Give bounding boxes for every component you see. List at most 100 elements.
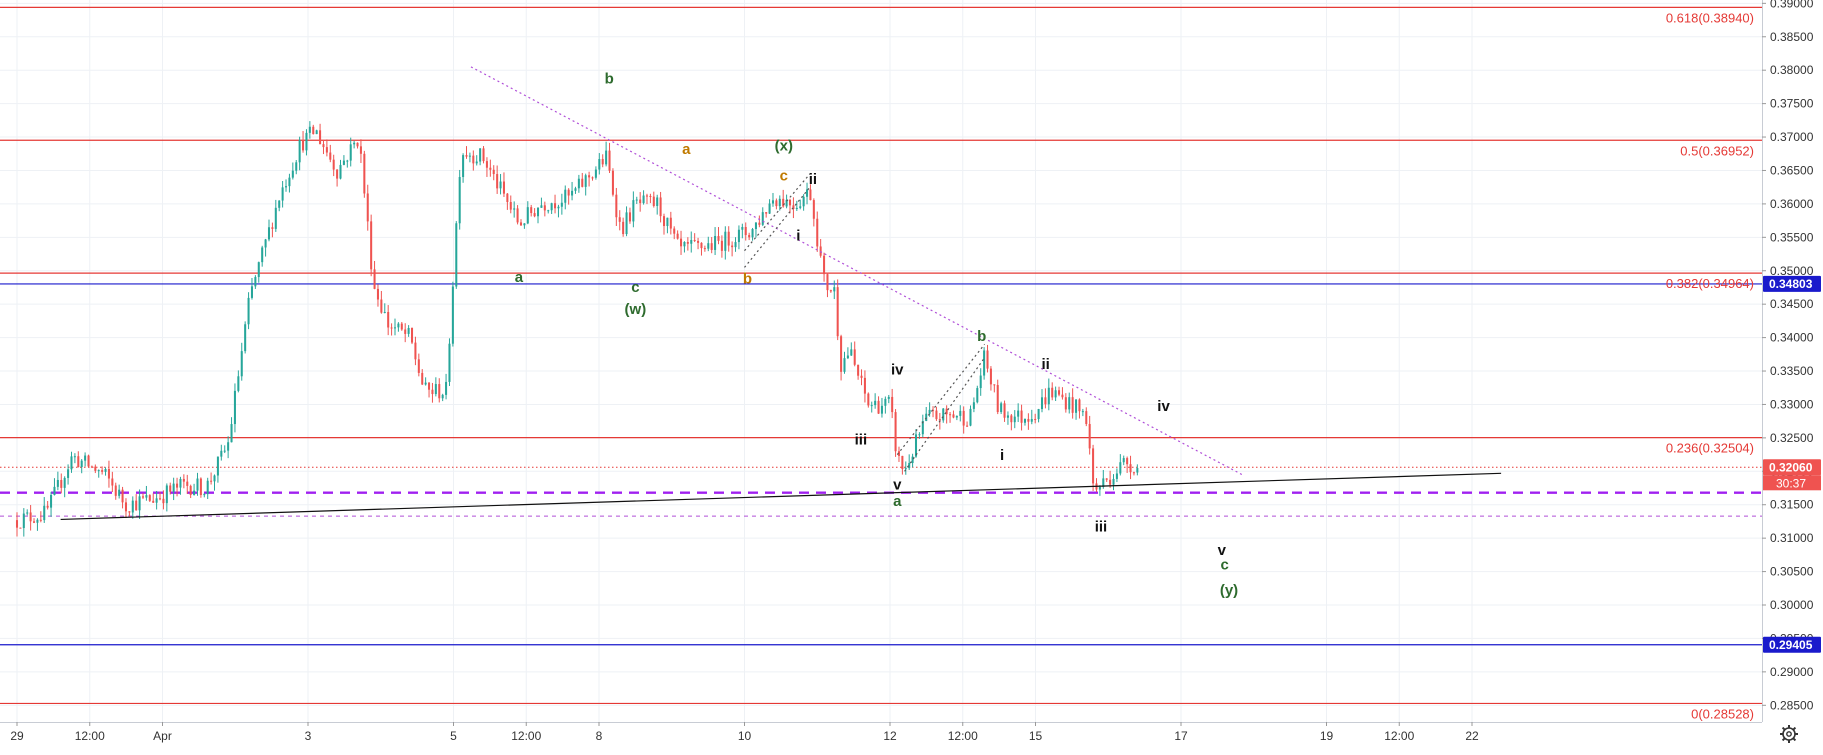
candle: [445, 373, 448, 400]
candle-body: [155, 498, 158, 503]
candle-body: [128, 511, 131, 513]
candle-body: [397, 323, 400, 328]
candle-body: [60, 479, 63, 488]
candle-body: [826, 274, 829, 291]
candle-body: [823, 255, 826, 275]
candle: [332, 154, 335, 177]
candle-body: [1027, 418, 1030, 422]
candle-body: [523, 223, 526, 226]
candle: [431, 382, 434, 403]
candle: [557, 204, 560, 218]
candle-body: [67, 469, 70, 478]
candle-body: [533, 213, 536, 217]
candle: [274, 199, 277, 232]
wave-label: b: [605, 71, 614, 88]
candle: [278, 200, 281, 212]
axis-corner[interactable]: [1762, 722, 1823, 750]
grid: [0, 0, 1762, 722]
candle: [502, 172, 505, 197]
candle: [1023, 418, 1026, 426]
candle: [67, 464, 70, 485]
candle-body: [547, 210, 550, 212]
candle: [666, 217, 669, 234]
candle-body: [782, 198, 785, 207]
candle: [1075, 399, 1078, 420]
candle-body: [608, 150, 611, 171]
candle-body: [703, 248, 706, 250]
candle-body: [1068, 397, 1071, 410]
candle: [465, 146, 468, 159]
candle-body: [485, 161, 488, 168]
candle-body: [880, 405, 883, 414]
gear-icon[interactable]: [1780, 725, 1798, 743]
candle: [993, 384, 996, 393]
candle-body: [475, 161, 478, 164]
time-tick-label: 12:00: [75, 729, 105, 743]
candle-body: [1102, 478, 1105, 487]
candle-body: [240, 351, 243, 377]
candle-body: [836, 287, 839, 337]
candle: [775, 198, 778, 210]
candle: [577, 174, 580, 193]
candle-body: [472, 155, 475, 164]
candle-body: [1023, 418, 1026, 423]
candle-body: [257, 262, 260, 278]
candle: [1129, 455, 1132, 480]
candle: [390, 323, 393, 336]
candle-body: [305, 132, 308, 151]
candle-body: [189, 485, 192, 495]
candle-body: [1047, 387, 1050, 405]
candle-body: [768, 203, 771, 214]
candle-body: [761, 212, 764, 225]
candle-body: [829, 290, 832, 292]
price-axis[interactable]: 0.285000.290000.295000.300000.305000.310…: [1762, 0, 1823, 750]
fib-level-label: 0.618(0.38940): [1666, 10, 1754, 25]
candle-body: [812, 200, 815, 219]
candle: [547, 209, 550, 214]
candle: [530, 204, 533, 217]
candle: [778, 195, 781, 211]
candle: [499, 173, 502, 195]
candle-body: [550, 203, 553, 211]
candle-body: [135, 500, 138, 511]
candle: [656, 194, 659, 215]
candle: [56, 471, 59, 491]
price-tick-label: 0.28500: [1770, 698, 1814, 712]
candle: [438, 378, 441, 403]
candle-body: [281, 187, 284, 201]
price-badge-box: [1763, 275, 1821, 292]
candle-body: [431, 389, 434, 395]
candle-body: [26, 512, 29, 514]
candle: [662, 213, 666, 235]
price-tick-label: 0.33000: [1770, 397, 1814, 411]
time-axis[interactable]: 29 12:00 Apr 3 5 12:00 8 10 12 12:00 15 17 19 12:00 22: [0, 722, 1762, 750]
candle-body: [179, 478, 182, 488]
candle-body: [438, 384, 441, 399]
candle: [676, 230, 679, 240]
candle-body: [176, 483, 179, 488]
candle-body: [1075, 399, 1078, 413]
price-tick-label: 0.30000: [1770, 598, 1814, 612]
candle-body: [373, 269, 376, 289]
wave-label: (y): [1220, 582, 1238, 599]
candle-body: [445, 381, 448, 395]
candle: [554, 194, 557, 214]
candle-body: [799, 206, 802, 208]
candle: [697, 237, 700, 250]
candle-body: [312, 126, 315, 135]
candle-body: [363, 153, 366, 194]
wave-label: a: [682, 141, 691, 158]
candle: [870, 401, 873, 413]
candle: [250, 278, 253, 300]
candle: [741, 223, 744, 239]
candle: [788, 198, 792, 214]
candle-body: [720, 240, 723, 251]
wave-label: v: [893, 476, 902, 493]
candle: [111, 471, 114, 493]
candle: [625, 206, 628, 237]
candle: [727, 226, 730, 252]
candle-body: [441, 394, 444, 399]
